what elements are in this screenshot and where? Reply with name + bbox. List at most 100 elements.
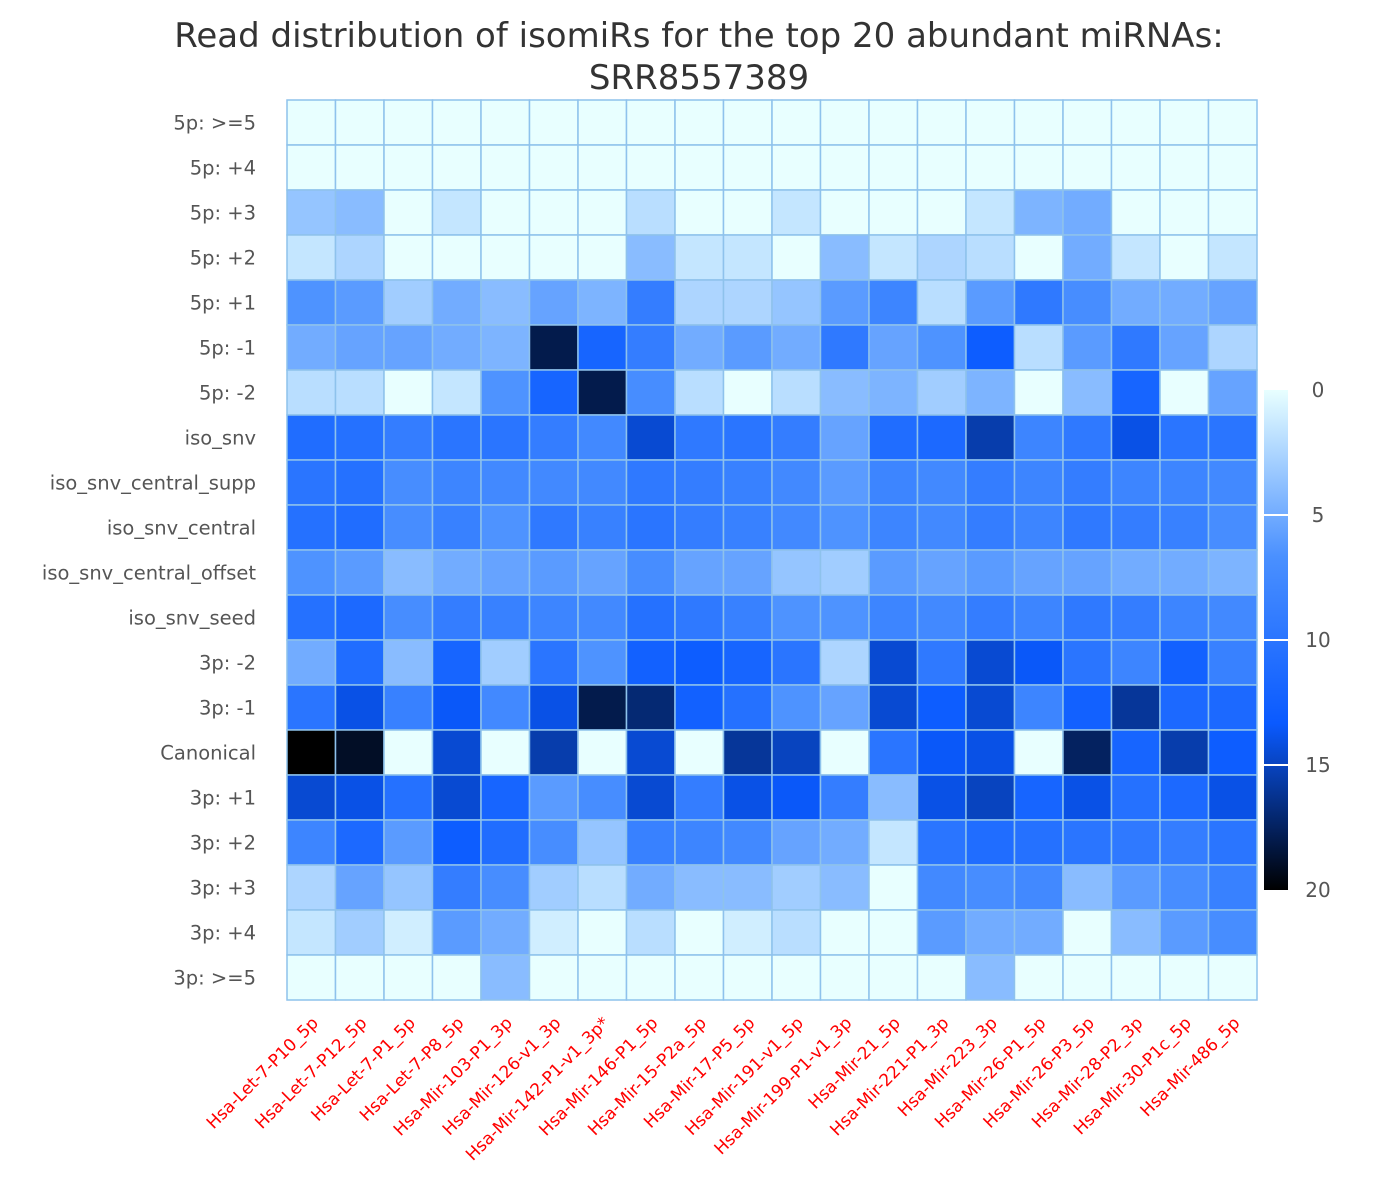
heatmap-cell [1207,909,1258,956]
heatmap-cell [1013,954,1064,1001]
heatmap-cell [1062,954,1113,1001]
heatmap-cell [286,774,337,821]
heatmap-cell [819,414,870,461]
heatmap-cell [286,324,337,371]
heatmap-cell [771,324,822,371]
heatmap-cell [819,909,870,956]
heatmap-cell [916,459,967,506]
heatmap-cell [965,324,1016,371]
heatmap-cell [916,504,967,551]
heatmap-cell [431,864,482,911]
heatmap-cell [1159,369,1210,416]
heatmap-cell [916,99,967,146]
heatmap-cell [1159,504,1210,551]
heatmap-cell [286,504,337,551]
heatmap-cell [965,639,1016,686]
heatmap-cell [1110,189,1161,236]
heatmap-cell [1062,864,1113,911]
heatmap-cell [1110,639,1161,686]
heatmap-cell [383,234,434,281]
heatmap-cell [868,729,919,776]
heatmap-cell [1110,864,1161,911]
heatmap-cell [674,369,725,416]
heatmap-cell [916,954,967,1001]
heatmap-cell [286,639,337,686]
heatmap-cell [480,909,531,956]
colorbar-tick-label: 0 [1312,378,1325,402]
heatmap-cell [577,864,628,911]
heatmap-cell [819,144,870,191]
row-label: 5p: -2 [199,382,256,405]
heatmap-cell [1062,279,1113,326]
heatmap-cell [431,729,482,776]
heatmap-cell [431,684,482,731]
heatmap-cell [1013,729,1064,776]
heatmap-cell [528,369,579,416]
heatmap-cell [1110,324,1161,371]
heatmap-cell [1110,414,1161,461]
heatmap-cell [528,324,579,371]
heatmap-cell [965,819,1016,866]
heatmap-cell [674,864,725,911]
heatmap-cell [674,99,725,146]
heatmap-cell [383,774,434,821]
heatmap-cell [625,954,676,1001]
heatmap-cell [286,909,337,956]
heatmap-cell [480,234,531,281]
heatmap-cell [480,639,531,686]
heatmap-cell [674,594,725,641]
heatmap-cell [625,864,676,911]
heatmap-cell [625,414,676,461]
heatmap-cell [528,864,579,911]
heatmap-cell [383,99,434,146]
heatmap-cell [625,144,676,191]
row-label: 3p: +1 [190,787,256,810]
heatmap-cell [819,549,870,596]
heatmap-cell [771,954,822,1001]
heatmap-cell [1159,864,1210,911]
heatmap-cell [868,909,919,956]
heatmap-cell [1110,459,1161,506]
heatmap-cell [722,369,773,416]
heatmap-cell [334,234,385,281]
heatmap-cell [1207,639,1258,686]
heatmap-cell [1159,189,1210,236]
heatmap-cell [868,549,919,596]
heatmap-cell [819,729,870,776]
heatmap-cell [528,954,579,1001]
heatmap-cell [577,459,628,506]
row-label: 5p: >=5 [173,112,256,135]
heatmap-cell [480,279,531,326]
heatmap-cell [625,729,676,776]
heatmap-cell [1110,729,1161,776]
heatmap-cell [819,819,870,866]
heatmap-cell [431,819,482,866]
heatmap-cell [722,549,773,596]
row-label: 5p: +4 [190,157,256,180]
row-label: 3p: +3 [190,877,256,900]
heatmap-cell [965,684,1016,731]
heatmap-cell [577,99,628,146]
heatmap-cell [1062,549,1113,596]
heatmap-cell [1062,909,1113,956]
heatmap-cell [674,954,725,1001]
heatmap-cell [819,684,870,731]
heatmap-cell [1062,369,1113,416]
heatmap-cell [431,594,482,641]
heatmap-cell [965,504,1016,551]
heatmap-cell [1159,819,1210,866]
heatmap-cell [286,954,337,1001]
heatmap-cell [916,549,967,596]
heatmap-cell [1013,594,1064,641]
heatmap-cell [965,414,1016,461]
heatmap-cell [1207,99,1258,146]
heatmap-cell [819,594,870,641]
heatmap-cell [1110,954,1161,1001]
heatmap-cell [528,504,579,551]
heatmap-cell [480,819,531,866]
heatmap-cell [625,549,676,596]
heatmap-cell [916,864,967,911]
heatmap-cell [286,549,337,596]
row-label: 3p: +4 [190,922,256,945]
row-label: iso_snv_seed [128,607,256,630]
